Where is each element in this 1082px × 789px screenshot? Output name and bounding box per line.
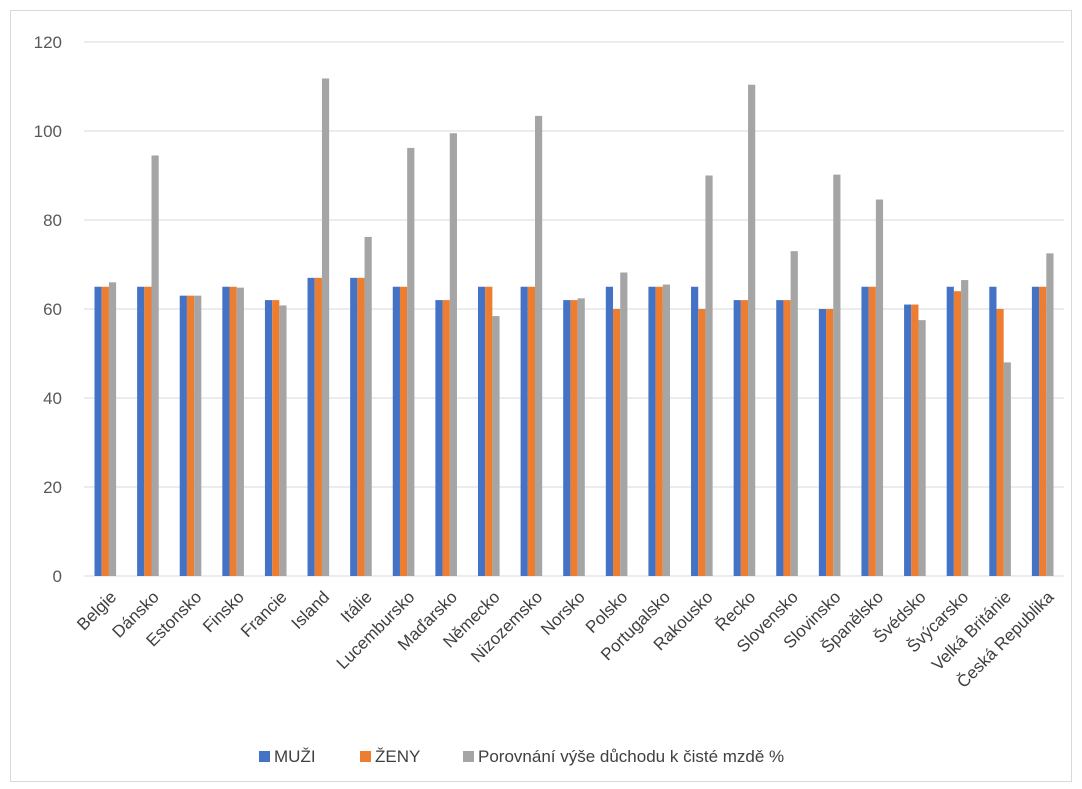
bar bbox=[655, 286, 663, 576]
bar bbox=[442, 300, 450, 576]
y-tick-label: 120 bbox=[34, 33, 62, 52]
bar bbox=[1039, 286, 1047, 576]
bar bbox=[392, 286, 400, 576]
bar bbox=[613, 309, 621, 576]
bar bbox=[648, 286, 656, 576]
bar bbox=[833, 174, 841, 577]
bar bbox=[776, 300, 784, 576]
bar bbox=[94, 286, 102, 576]
bar bbox=[570, 300, 578, 576]
bar bbox=[520, 286, 528, 576]
bar bbox=[307, 277, 315, 576]
bar bbox=[733, 300, 741, 576]
bar bbox=[222, 286, 230, 576]
bar bbox=[861, 286, 869, 576]
bar bbox=[691, 286, 699, 576]
bar bbox=[961, 280, 969, 576]
legend-swatch bbox=[463, 751, 474, 762]
bar bbox=[662, 284, 671, 576]
bar bbox=[527, 286, 535, 576]
bar bbox=[357, 277, 365, 576]
bar bbox=[563, 300, 571, 576]
bar bbox=[620, 272, 628, 576]
bar bbox=[826, 309, 834, 576]
legend-swatch bbox=[259, 751, 270, 762]
legend-swatch bbox=[360, 751, 371, 762]
bar bbox=[264, 300, 273, 576]
bars bbox=[94, 78, 1054, 577]
y-axis-ticks: 0 20 40 60 80 100 120 bbox=[34, 33, 62, 586]
bar bbox=[236, 287, 244, 576]
x-tick-label: Itálie bbox=[337, 587, 376, 626]
bar bbox=[748, 84, 756, 576]
bar bbox=[108, 282, 117, 576]
bar bbox=[435, 300, 443, 576]
bar bbox=[868, 286, 876, 576]
y-tick-label: 0 bbox=[53, 567, 62, 586]
legend-label: ŽENY bbox=[375, 747, 420, 766]
bar bbox=[740, 300, 749, 576]
bar bbox=[314, 277, 322, 576]
bar bbox=[137, 286, 145, 576]
bar bbox=[534, 115, 543, 577]
bar bbox=[1046, 253, 1054, 576]
bar bbox=[101, 286, 109, 576]
x-tick-label: Francie bbox=[237, 587, 291, 641]
bar bbox=[179, 295, 187, 576]
legend-label: Porovnání výše důchodu k čisté mzdě % bbox=[478, 747, 784, 766]
bar bbox=[946, 286, 954, 576]
bar bbox=[407, 147, 415, 576]
legend: MUŽI ŽENY Porovnání výše důchodu k čisté m… bbox=[259, 747, 784, 766]
bar bbox=[918, 320, 926, 576]
bar bbox=[272, 300, 280, 576]
y-tick-label: 20 bbox=[43, 478, 62, 497]
bar bbox=[698, 309, 706, 576]
bar bbox=[705, 175, 713, 576]
bar bbox=[449, 133, 457, 576]
bar bbox=[144, 286, 152, 576]
bar bbox=[996, 309, 1004, 576]
y-tick-label: 40 bbox=[43, 389, 62, 408]
bar bbox=[194, 295, 202, 576]
bar bbox=[875, 199, 884, 576]
bar bbox=[1003, 362, 1011, 576]
bar bbox=[492, 316, 500, 576]
bar bbox=[790, 251, 798, 576]
bar bbox=[989, 286, 997, 576]
bar bbox=[279, 305, 287, 576]
y-tick-label: 100 bbox=[34, 122, 62, 141]
bar bbox=[321, 78, 330, 577]
bar bbox=[1031, 286, 1040, 576]
bar bbox=[399, 286, 408, 576]
bar bbox=[577, 298, 585, 576]
bar bbox=[186, 295, 195, 576]
bar bbox=[229, 286, 237, 576]
bar bbox=[477, 286, 486, 576]
bar bbox=[485, 286, 493, 576]
bar bbox=[605, 286, 614, 576]
bar bbox=[783, 300, 791, 576]
bar bbox=[953, 291, 962, 576]
bar bbox=[350, 277, 358, 576]
bar bbox=[911, 304, 919, 576]
bar bbox=[364, 236, 372, 576]
bar bbox=[818, 309, 827, 576]
bar bbox=[904, 304, 912, 576]
x-tick-label: Norsko bbox=[537, 587, 589, 639]
gridlines bbox=[84, 41, 1064, 577]
y-tick-label: 60 bbox=[43, 300, 62, 319]
x-tick-label: Island bbox=[288, 587, 334, 633]
legend-label: MUŽI bbox=[274, 747, 316, 766]
bar bbox=[151, 155, 159, 576]
y-tick-label: 80 bbox=[43, 211, 62, 230]
